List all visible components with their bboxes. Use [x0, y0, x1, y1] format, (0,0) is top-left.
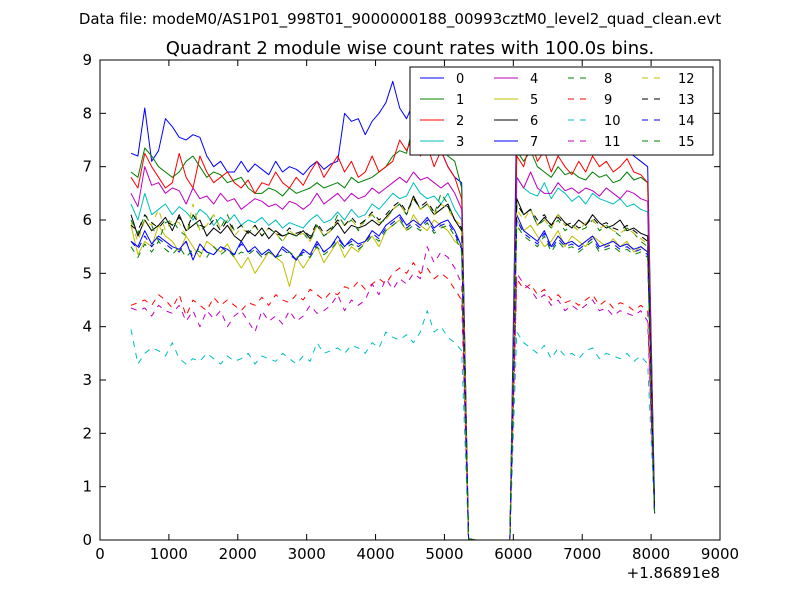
- legend-label-15: 15: [678, 135, 695, 150]
- x-tick-label: 8000: [632, 545, 670, 563]
- legend-label-0: 0: [456, 72, 464, 87]
- y-tick-label: 4: [82, 318, 92, 336]
- y-tick-label: 7: [82, 158, 92, 176]
- legend-label-2: 2: [456, 114, 464, 129]
- x-tick-label: 7000: [563, 545, 601, 563]
- legend-label-12: 12: [678, 72, 695, 87]
- series-line-9: [130, 262, 656, 541]
- series-line-10: [130, 310, 656, 541]
- y-tick-label: 2: [82, 424, 92, 442]
- legend-label-6: 6: [530, 114, 538, 129]
- legend-label-7: 7: [530, 135, 538, 150]
- y-tick-label: 6: [82, 211, 92, 229]
- series-line-12: [130, 198, 656, 541]
- x-tick-label: 3000: [288, 545, 326, 563]
- series-line-7: [130, 214, 656, 541]
- chart-title: Quadrant 2 module wise count rates with …: [166, 38, 655, 59]
- legend-box: [409, 66, 714, 156]
- legend-label-4: 4: [530, 72, 538, 87]
- y-tick-label: 1: [82, 478, 92, 496]
- x-tick-label: 0: [95, 545, 105, 563]
- figure-supertitle: Data file: modeM0/AS1P01_998T01_90000001…: [79, 10, 721, 29]
- legend-label-14: 14: [678, 114, 695, 129]
- x-tick-label: 9000: [701, 545, 739, 563]
- series-line-15: [130, 219, 656, 541]
- series-line-11: [130, 246, 656, 541]
- series-layer: [130, 80, 656, 541]
- legend-label-13: 13: [678, 93, 695, 108]
- series-line-3: [130, 176, 656, 541]
- y-tick-label: 0: [82, 531, 92, 549]
- y-tick-label: 5: [82, 264, 92, 282]
- legend-label-10: 10: [604, 114, 621, 129]
- x-axis-offset-label: +1.86891e8: [627, 564, 720, 582]
- legend-label-5: 5: [530, 93, 538, 108]
- y-tick-label: 9: [82, 51, 92, 69]
- series-line-2: [130, 134, 656, 541]
- legend-label-3: 3: [456, 135, 464, 150]
- x-tick-label: 1000: [150, 545, 188, 563]
- legend-label-11: 11: [604, 135, 621, 150]
- legend-label-9: 9: [604, 93, 612, 108]
- y-tick-label: 3: [82, 371, 92, 389]
- y-tick-label: 8: [82, 104, 92, 122]
- tick-layer: 0 1000 2000 3000 4000 5000 6000 7000 8000 9000012…: [82, 51, 739, 563]
- legend-label-1: 1: [456, 93, 464, 108]
- x-tick-label: 2000: [219, 545, 257, 563]
- x-tick-label: 5000: [425, 545, 463, 563]
- series-line-1: [130, 123, 656, 541]
- plot-frame: [99, 59, 721, 541]
- x-tick-label: 6000: [494, 545, 532, 563]
- series-line-14: [130, 216, 656, 541]
- legend-label-8: 8: [604, 72, 612, 87]
- x-tick-label: 4000: [356, 545, 394, 563]
- series-line-13: [130, 198, 656, 541]
- series-line-4: [130, 166, 656, 541]
